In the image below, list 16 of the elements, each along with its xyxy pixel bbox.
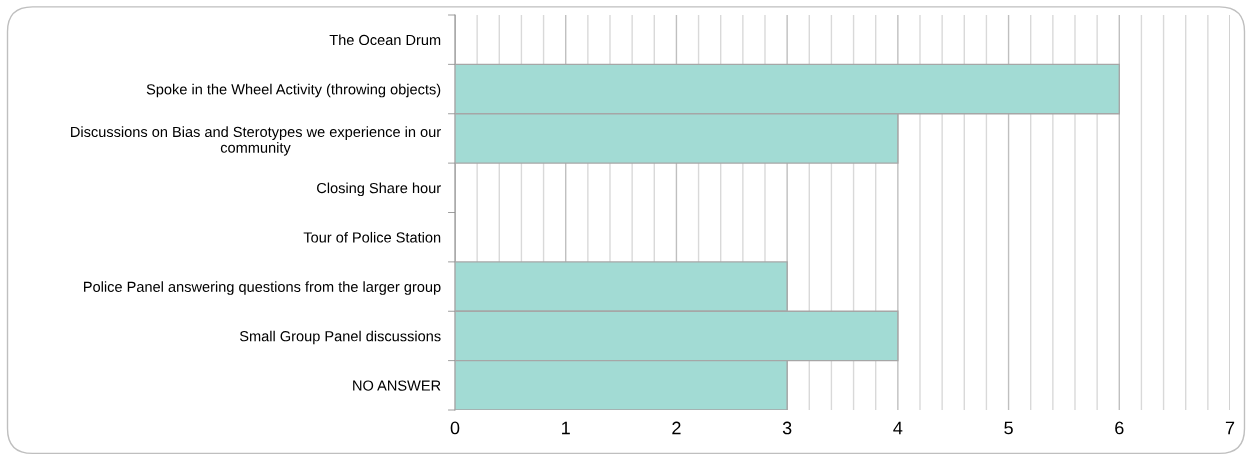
y-tick-label: Police Panel answering questions from the larger group (84, 281, 441, 295)
x-tick-label: 5 (1004, 421, 1013, 435)
x-tick-label: 0 (450, 421, 460, 435)
y-tick-label: NO ANSWER (353, 380, 441, 391)
y-tick-label: Discussions on Bias and Sterotypes we experience in our community (71, 126, 441, 156)
y-tick-label: Tour of Police Station (303, 231, 441, 243)
y-tick-label: Spoke in the Wheel Activity (throwing objects) (146, 83, 441, 98)
x-tick-label: 2 (672, 421, 681, 435)
x-tick-label: 7 (1225, 421, 1235, 435)
x-tick-label: 4 (893, 421, 903, 435)
x-tick-label: 6 (1115, 421, 1124, 435)
y-tick-label: Small Group Panel discussions (239, 330, 441, 345)
y-tick-label: The Ocean Drum (329, 34, 441, 46)
x-tick-label: 3 (782, 421, 792, 435)
y-tick-label: Closing Share hour (317, 182, 441, 197)
x-tick-label: 1 (562, 421, 570, 435)
